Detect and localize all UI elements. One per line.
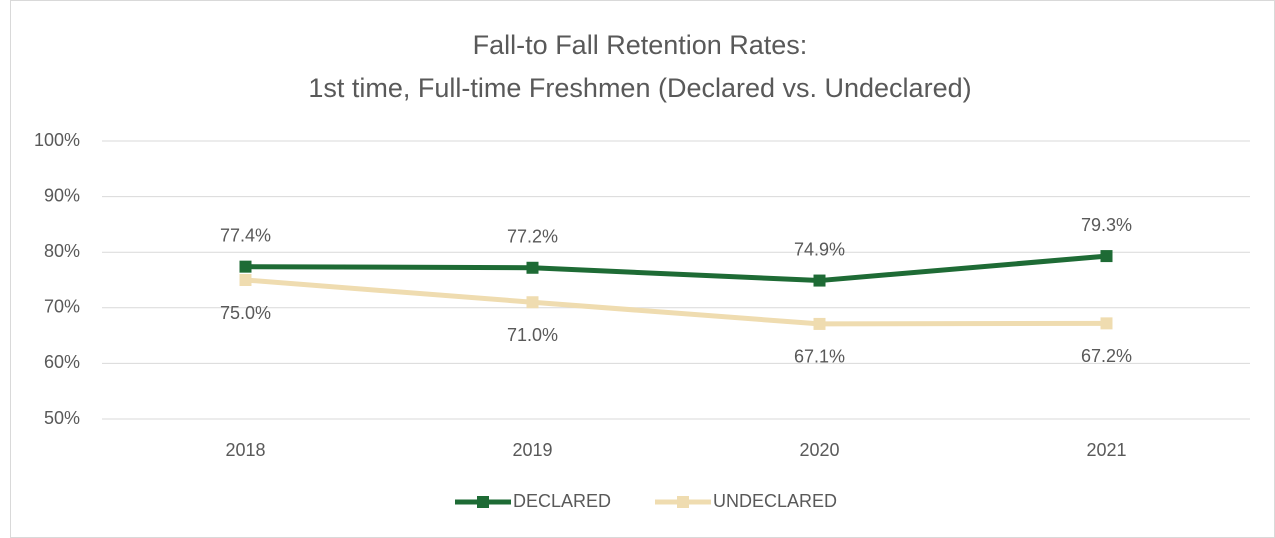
data-label: 74.9% — [794, 239, 845, 259]
series-line — [245, 253, 1107, 284]
legend-label: UNDECLARED — [713, 491, 837, 511]
data-label: 67.1% — [794, 347, 845, 367]
data-label: 79.3% — [1081, 215, 1132, 235]
data-label: 67.2% — [1081, 346, 1132, 366]
y-tick-label: 60% — [44, 352, 80, 372]
x-tick-label: 2020 — [799, 440, 839, 460]
marker — [526, 261, 539, 274]
marker — [813, 274, 826, 287]
series-line — [245, 277, 1107, 327]
marker — [239, 260, 252, 273]
y-tick-label: 50% — [44, 408, 80, 428]
marker — [1100, 250, 1113, 263]
legend-marker — [677, 496, 689, 508]
x-tick-label: 2021 — [1086, 440, 1126, 460]
x-tick-label: 2018 — [225, 440, 265, 460]
legend-label: DECLARED — [513, 491, 611, 511]
chart-title: Fall-to Fall Retention Rates: — [473, 30, 808, 60]
y-tick-label: 80% — [44, 241, 80, 261]
legend-marker — [477, 496, 489, 508]
y-tick-label: 100% — [34, 130, 80, 150]
data-label: 77.4% — [220, 225, 271, 245]
data-label: 71.0% — [507, 325, 558, 345]
x-tick-label: 2019 — [512, 440, 552, 460]
marker — [239, 274, 252, 286]
chart-title: 1st time, Full-time Freshmen (Declared v… — [308, 73, 971, 103]
marker — [526, 296, 539, 309]
y-tick-label: 90% — [44, 185, 80, 205]
chart-border — [10, 0, 1275, 538]
marker — [1100, 317, 1113, 330]
marker — [813, 317, 826, 330]
y-tick-label: 70% — [44, 297, 80, 317]
data-label: 75.0% — [220, 303, 271, 323]
data-label: 77.2% — [507, 227, 558, 247]
